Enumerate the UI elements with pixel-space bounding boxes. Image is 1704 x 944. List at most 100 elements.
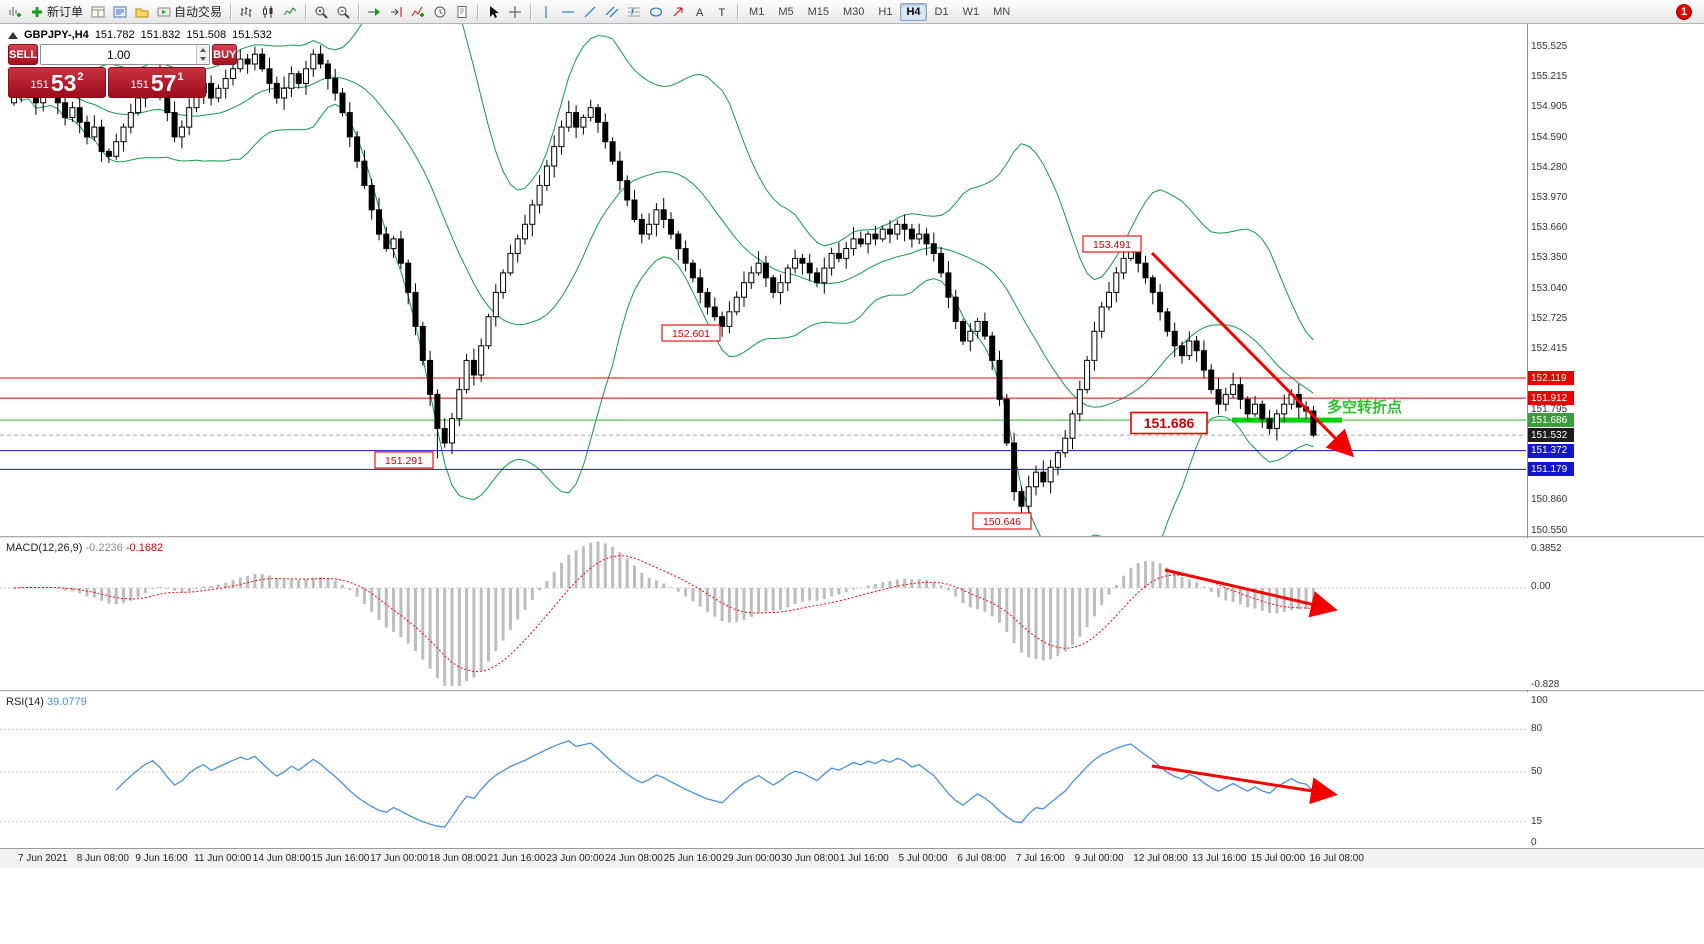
main-chart-canvas[interactable]: 153.491 152.601 151.686 151.291 150.646 多空转折点: [0, 24, 1527, 536]
macd-axis-tick: 0.00: [1531, 581, 1551, 592]
autotrading-button[interactable]: 自动交易: [153, 2, 226, 22]
up-arrow-icon: [200, 47, 207, 52]
timeframe-h1-button[interactable]: H1: [878, 5, 893, 18]
price-tick: 155.525: [1531, 41, 1568, 52]
panel-separator[interactable]: [0, 690, 1704, 692]
cursor-button[interactable]: [482, 2, 504, 22]
indicators-button[interactable]: [407, 2, 429, 22]
timeframe-m5-button[interactable]: M5: [778, 5, 794, 18]
time-axis[interactable]: 7 Jun 2021 8 Jun 08:00 9 Jun 16:00 11 Jun 0…: [0, 848, 1704, 868]
time-label: 12 Jul 08:00: [1133, 853, 1188, 864]
new-order-button[interactable]: 新订单: [26, 2, 87, 22]
time-label: 6 Jul 08:00: [957, 853, 1007, 864]
rsi-trend-arrow[interactable]: [1151, 764, 1338, 805]
sell-price-button[interactable]: 151 53 2: [8, 67, 106, 98]
crosshair-button[interactable]: [504, 2, 526, 22]
svg-text:f: f: [631, 7, 635, 17]
price-axis-marker: 151.372: [1528, 443, 1574, 458]
bar-chart-button[interactable]: [235, 2, 257, 22]
trend-arrow[interactable]: [1150, 251, 1355, 458]
templates-button[interactable]: [451, 2, 473, 22]
ohlc-open: 151.782: [94, 29, 135, 41]
periods-button[interactable]: [429, 2, 451, 22]
price-axis-border: [1527, 24, 1528, 868]
ohlc-close: 151.532: [232, 29, 272, 41]
time-label: 18 Jun 08:00: [428, 853, 487, 864]
rsi-label: RSI(14) 39.0779: [6, 696, 87, 708]
rsi-name: RSI(14): [6, 696, 44, 708]
auto-scroll-icon: [367, 5, 381, 19]
svg-text:150.646: 150.646: [983, 516, 1021, 528]
price-tick: 151.795: [1531, 403, 1568, 415]
one-click-trade-panel: SELL BUY 151 53 2 151 57 1: [8, 44, 238, 98]
volume-input[interactable]: [41, 45, 197, 64]
text-button[interactable]: A: [689, 2, 711, 22]
svg-text:151.291: 151.291: [385, 455, 423, 467]
zoom-in-button[interactable]: [310, 2, 332, 22]
auto-scroll-button[interactable]: [363, 2, 385, 22]
notification-badge[interactable]: 1: [1676, 4, 1692, 20]
price-tick: 154.280: [1531, 162, 1568, 173]
macd-trend-arrow[interactable]: [1164, 568, 1338, 618]
timeframe-d1-button[interactable]: D1: [934, 5, 949, 18]
arrow-tool-button[interactable]: [667, 2, 689, 22]
panel-separator[interactable]: [0, 536, 1704, 538]
sell-button[interactable]: SELL: [8, 44, 39, 65]
timeframe-m30-button[interactable]: M30: [843, 5, 865, 18]
ohlc-low: 151.508: [186, 29, 227, 41]
buy-price-button[interactable]: 151 57 1: [108, 67, 206, 98]
price-axis-marker: 151.179: [1528, 462, 1574, 477]
bollinger-lower: [13, 92, 1314, 536]
new-chart-button[interactable]: [4, 2, 26, 22]
chart-shift-button[interactable]: [385, 2, 407, 22]
buy-button[interactable]: BUY: [212, 44, 238, 65]
timeframe-w1-button[interactable]: W1: [962, 5, 980, 18]
volume-up-button[interactable]: [197, 45, 210, 55]
time-label: 13 Jul 16:00: [1192, 853, 1247, 864]
vertical-line-button[interactable]: [535, 2, 557, 22]
timeframe-h4-button[interactable]: H4: [900, 2, 927, 21]
trendline-button[interactable]: [579, 2, 601, 22]
indicators-icon: [411, 5, 425, 19]
ellipse-button[interactable]: [645, 2, 667, 22]
navigator-button[interactable]: [131, 2, 153, 22]
hline-icon: [561, 5, 575, 19]
rsi-axis-tick: 15: [1531, 815, 1543, 827]
ohlc-high: 151.832: [140, 29, 181, 41]
volume-down-button[interactable]: [197, 54, 210, 64]
macd-axis-tick: 0.3852: [1531, 543, 1562, 554]
annotation-text[interactable]: 多空转折点: [1327, 398, 1402, 416]
line-chart-button[interactable]: [279, 2, 301, 22]
rsi-canvas[interactable]: [0, 692, 1527, 848]
zoom-out-button[interactable]: [332, 2, 354, 22]
market-watch-button[interactable]: [109, 2, 131, 22]
channel-button[interactable]: [601, 2, 623, 22]
fibonacci-button[interactable]: f: [623, 2, 645, 22]
timeframe-mn-button[interactable]: MN: [993, 5, 1011, 18]
arrow-tool-icon: [671, 5, 685, 19]
macd-canvas[interactable]: [0, 538, 1527, 690]
trade-panel-toggle-icon[interactable]: [8, 31, 18, 39]
charts-button[interactable]: [87, 2, 109, 22]
timeframe-m1-button[interactable]: M1: [749, 5, 765, 18]
price-tags[interactable]: 153.491 152.601 151.686 151.291 150.646: [374, 235, 1208, 530]
horizontal-lines[interactable]: [0, 377, 1526, 470]
main-chart-panel: 153.491 152.601 151.686 151.291 150.646 多空转折点: [0, 24, 1704, 536]
price-tick: 154.905: [1531, 101, 1568, 113]
price-tick: 153.040: [1531, 282, 1568, 294]
zoom-in-icon: [314, 5, 328, 19]
price-axis-marker: 151.686: [1528, 413, 1574, 428]
time-label: 9 Jul 00:00: [1074, 853, 1124, 864]
candle-chart-button[interactable]: [257, 2, 279, 22]
horizontal-line-button[interactable]: [557, 2, 579, 22]
time-label: 17 Jun 00:00: [370, 853, 429, 864]
turning-point-highlight[interactable]: [1232, 417, 1342, 423]
label-button[interactable]: T: [711, 2, 733, 22]
timeframe-m15-button[interactable]: M15: [807, 5, 829, 18]
price-axis-marker: 152.119: [1528, 371, 1574, 385]
time-label: 21 Jun 16:00: [487, 853, 546, 864]
periods-clock-icon: [433, 5, 447, 19]
price-axis-marker: 151.532: [1528, 428, 1574, 443]
crosshair-icon: [508, 5, 522, 19]
